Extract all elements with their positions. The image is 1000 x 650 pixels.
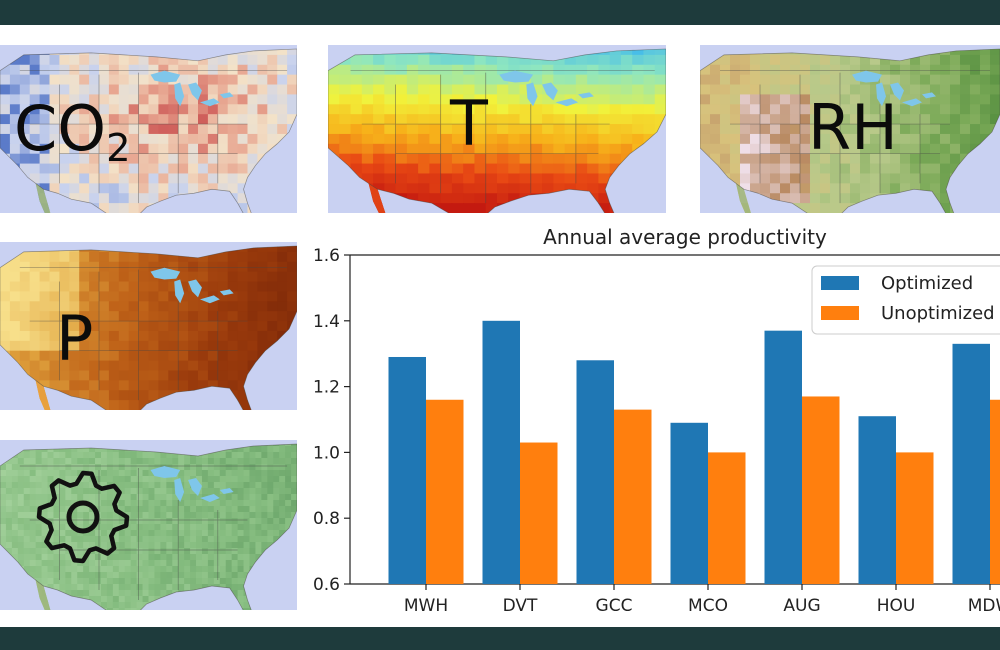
bar-optimized-mdw xyxy=(952,343,990,584)
bar-unoptimized-gcc xyxy=(614,409,652,584)
settings-map xyxy=(0,440,297,610)
chart-legend: Optimized Unoptimized xyxy=(811,265,1000,335)
temperature-map: T xyxy=(328,45,666,213)
legend-label-unoptimized: Unoptimized xyxy=(881,303,995,324)
y-tick-label-0: 0.6 xyxy=(313,575,340,595)
bar-optimized-mwh xyxy=(388,356,426,584)
x-tick-label-mco: MCO xyxy=(688,596,728,616)
y-tick-label-1: 0.8 xyxy=(313,509,340,529)
x-tick-label-mwh: MWH xyxy=(404,596,448,616)
co2-map: CO2 xyxy=(0,45,297,213)
y-tick-label-3: 1.2 xyxy=(313,378,340,398)
y-tick-label-2: 1.0 xyxy=(313,443,340,463)
pressure-map: P xyxy=(0,242,297,410)
x-tick-label-aug: AUG xyxy=(783,596,820,616)
bar-optimized-hou xyxy=(858,416,896,584)
bar-optimized-aug xyxy=(764,330,802,584)
top-band xyxy=(0,0,1000,25)
bar-unoptimized-hou xyxy=(896,452,934,584)
x-tick-label-dvt: DVT xyxy=(503,596,538,616)
bar-unoptimized-aug xyxy=(802,396,840,584)
bar-optimized-mco xyxy=(670,422,708,584)
gear-icon xyxy=(36,470,130,564)
legend-swatch-unoptimized xyxy=(821,306,859,320)
temperature-map-label: T xyxy=(450,87,488,160)
humidity-map: RH xyxy=(700,45,1000,213)
x-tick-label-hou: HOU xyxy=(877,596,916,616)
y-tick-label-4: 1.4 xyxy=(313,312,340,332)
bar-unoptimized-mdw xyxy=(990,399,1000,584)
legend-swatch-optimized xyxy=(821,276,859,290)
humidity-map-label: RH xyxy=(808,91,898,164)
pressure-map-label: P xyxy=(56,302,94,375)
bar-unoptimized-mco xyxy=(708,452,746,584)
bar-optimized-gcc xyxy=(576,360,614,584)
x-tick-label-mdw: MDW xyxy=(968,596,1000,616)
bottom-band xyxy=(0,627,1000,650)
x-tick-label-gcc: GCC xyxy=(596,596,633,616)
bar-optimized-dvt xyxy=(482,320,520,584)
bar-unoptimized-dvt xyxy=(520,442,558,584)
bar-unoptimized-mwh xyxy=(426,399,464,584)
co2-map-label: CO2 xyxy=(14,92,131,171)
y-tick-label-5: 1.6 xyxy=(313,246,340,266)
productivity-chart: Annual average productivity 0.6 0.8 1.0 1.2 1… xyxy=(300,222,1000,627)
chart-title: Annual average productivity xyxy=(543,225,827,249)
legend-label-optimized: Optimized xyxy=(881,273,973,294)
